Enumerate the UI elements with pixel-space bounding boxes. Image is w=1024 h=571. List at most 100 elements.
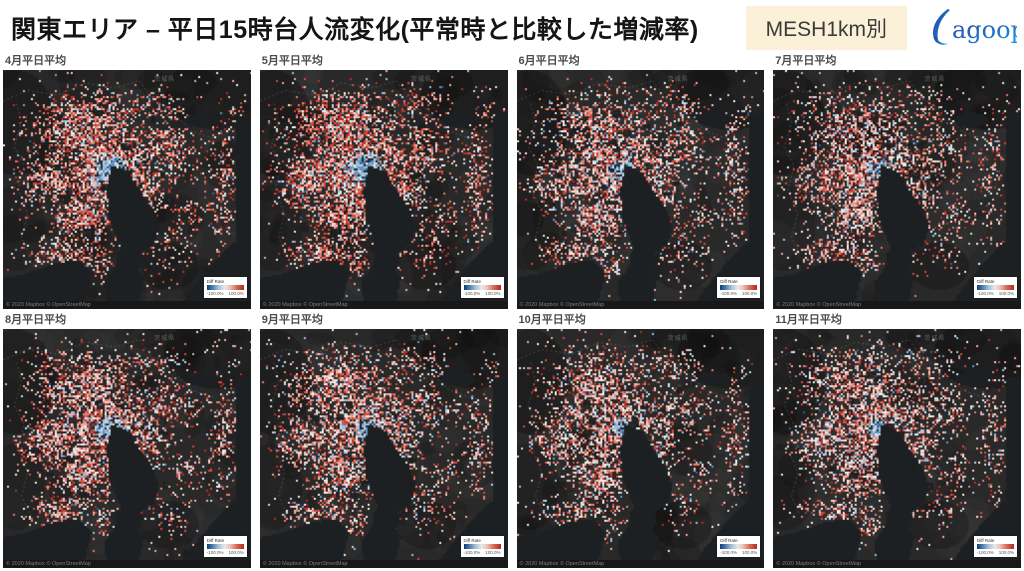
legend-max-label: 100.0%	[741, 291, 758, 296]
legend-min-label: -100.0%	[977, 291, 994, 296]
diff-rate-legend: Diff Rate -100.0% 100.0%	[717, 536, 761, 557]
legend-ticks: -100.0% 100.0%	[977, 550, 1014, 555]
legend-ticks: -100.0% 100.0%	[720, 550, 757, 555]
map-attribution: © 2020 Mapbox © OpenStreetMap	[773, 301, 1021, 309]
map-panel-june: 6月平日平均 茨城県 Diff Rate -100.0% 100.0% © 20…	[516, 52, 765, 309]
legend-max-label: 100.0%	[485, 550, 501, 555]
map-panel-september: 9月平日平均 茨城県 Diff Rate -100.0% 100.0% © 20…	[259, 311, 508, 568]
map-attribution: © 2020 Mapbox © OpenStreetMap	[259, 301, 508, 309]
map-month-label: 6月平日平均	[518, 55, 580, 67]
legend-max-label: 100.0%	[485, 291, 501, 296]
legend-max-label: 100.0%	[228, 291, 244, 296]
kanto-mesh-map-canvas	[516, 329, 765, 568]
map-month-label: 4月平日平均	[5, 55, 67, 67]
map-attribution: © 2020 Mapbox © OpenStreetMap	[516, 301, 765, 309]
map-viewport: 茨城県 Diff Rate -100.0% 100.0% © 2020 Mapb…	[516, 70, 765, 309]
map-month-label: 5月平日平均	[261, 55, 323, 67]
map-grid: 4月平日平均 茨城県 Diff Rate -100.0% 100.0% © 20…	[3, 52, 1021, 568]
legend-min-label: -100.0%	[720, 291, 738, 296]
diff-rate-legend: Diff Rate -100.0% 100.0%	[717, 277, 761, 298]
map-attribution: © 2020 Mapbox © OpenStreetMap	[3, 301, 251, 309]
slide-header: 関東エリア – 平日15時台人流変化(平常時と比較した増減率) MESH1km別	[3, 0, 1021, 52]
map-viewport: 茨城県 Diff Rate -100.0% 100.0% © 2020 Mapb…	[259, 70, 508, 309]
diff-rate-legend: Diff Rate -100.0% 100.0%	[460, 277, 504, 298]
map-attribution: © 2020 Mapbox © OpenStreetMap	[773, 560, 1021, 568]
legend-gradient-bar	[977, 544, 1014, 549]
map-panel-october: 10月平日平均 茨城県 Diff Rate -100.0% 100.0% © 2…	[516, 311, 765, 568]
legend-gradient-bar	[206, 285, 244, 290]
legend-min-label: -100.0%	[463, 550, 481, 555]
diff-rate-legend: Diff Rate -100.0% 100.0%	[974, 277, 1017, 298]
legend-ticks: -100.0% 100.0%	[207, 291, 244, 296]
agoop-logo-graphic: agoop	[933, 9, 1017, 45]
prefecture-label: 茨城県	[410, 336, 432, 342]
legend-title: Diff Rate	[977, 538, 995, 543]
map-month-label: 9月平日平均	[261, 314, 323, 326]
legend-gradient-bar	[977, 285, 1014, 290]
map-viewport: 茨城県 Diff Rate -100.0% 100.0% © 2020 Mapb…	[516, 329, 765, 568]
legend-max-label: 100.0%	[998, 550, 1014, 555]
diff-rate-legend: Diff Rate -100.0% 100.0%	[974, 536, 1017, 557]
map-viewport: 茨城県 Diff Rate -100.0% 100.0% © 2020 Mapb…	[3, 329, 251, 568]
diff-rate-legend: Diff Rate -100.0% 100.0%	[460, 536, 504, 557]
map-panel-july: 7月平日平均 茨城県 Diff Rate -100.0% 100.0% © 20…	[773, 52, 1021, 309]
legend-max-label: 100.0%	[741, 550, 758, 555]
map-month-label: 11月平日平均	[775, 314, 842, 326]
legend-title: Diff Rate	[463, 279, 481, 284]
map-panel-november: 11月平日平均 茨城県 Diff Rate -100.0% 100.0% © 2…	[773, 311, 1021, 568]
agoop-logo: agoop	[925, 6, 1017, 50]
map-attribution: © 2020 Mapbox © OpenStreetMap	[516, 560, 765, 568]
legend-title: Diff Rate	[463, 538, 481, 543]
kanto-mesh-map-canvas	[773, 329, 1021, 568]
map-panel-april: 4月平日平均 茨城県 Diff Rate -100.0% 100.0% © 20…	[3, 52, 251, 309]
legend-max-label: 100.0%	[998, 291, 1014, 296]
legend-gradient-bar	[463, 285, 501, 290]
legend-gradient-bar	[206, 544, 244, 549]
legend-min-label: -100.0%	[463, 291, 481, 296]
map-attribution: © 2020 Mapbox © OpenStreetMap	[3, 560, 251, 568]
prefecture-label: 茨城県	[924, 77, 946, 83]
prefecture-label: 茨城県	[667, 336, 689, 342]
map-month-label: 8月平日平均	[5, 314, 67, 326]
legend-ticks: -100.0% 100.0%	[464, 291, 501, 296]
legend-ticks: -100.0% 100.0%	[207, 550, 244, 555]
prefecture-label: 茨城県	[410, 77, 432, 83]
prefecture-label: 茨城県	[667, 77, 689, 83]
bird-swirl-icon	[933, 9, 950, 45]
map-viewport: 茨城県 Diff Rate -100.0% 100.0% © 2020 Mapb…	[773, 329, 1021, 568]
legend-title: Diff Rate	[977, 279, 995, 284]
legend-gradient-bar	[720, 544, 758, 549]
legend-min-label: -100.0%	[977, 550, 994, 555]
kanto-mesh-map-canvas	[3, 70, 251, 309]
prefecture-label: 茨城県	[154, 336, 176, 342]
map-viewport: 茨城県 Diff Rate -100.0% 100.0% © 2020 Mapb…	[259, 329, 508, 568]
diff-rate-legend: Diff Rate -100.0% 100.0%	[203, 277, 247, 298]
legend-title: Diff Rate	[720, 538, 738, 543]
prefecture-label: 茨城県	[924, 336, 946, 342]
legend-title: Diff Rate	[720, 279, 738, 284]
agoop-logo-text: agoop	[952, 16, 1017, 44]
map-panel-august: 8月平日平均 茨城県 Diff Rate -100.0% 100.0% © 20…	[3, 311, 251, 568]
mesh-granularity-badge: MESH1km別	[745, 6, 907, 50]
page-title: 関東エリア – 平日15時台人流変化(平常時と比較した増減率)	[11, 16, 699, 44]
kanto-mesh-map-canvas	[259, 70, 508, 309]
legend-ticks: -100.0% 100.0%	[464, 550, 501, 555]
legend-max-label: 100.0%	[228, 550, 244, 555]
legend-min-label: -100.0%	[206, 291, 224, 296]
prefecture-label: 茨城県	[154, 77, 176, 83]
legend-gradient-bar	[720, 285, 758, 290]
map-attribution: © 2020 Mapbox © OpenStreetMap	[259, 560, 508, 568]
legend-title: Diff Rate	[206, 279, 225, 284]
map-month-label: 7月平日平均	[775, 55, 837, 67]
legend-ticks: -100.0% 100.0%	[720, 291, 757, 296]
kanto-mesh-map-canvas	[259, 329, 508, 568]
legend-min-label: -100.0%	[206, 550, 224, 555]
map-viewport: 茨城県 Diff Rate -100.0% 100.0% © 2020 Mapb…	[773, 70, 1021, 309]
map-viewport: 茨城県 Diff Rate -100.0% 100.0% © 2020 Mapb…	[3, 70, 251, 309]
map-panel-may: 5月平日平均 茨城県 Diff Rate -100.0% 100.0% © 20…	[259, 52, 508, 309]
kanto-mesh-map-canvas	[516, 70, 765, 309]
legend-title: Diff Rate	[206, 538, 225, 543]
legend-gradient-bar	[463, 544, 501, 549]
map-month-label: 10月平日平均	[518, 314, 586, 326]
